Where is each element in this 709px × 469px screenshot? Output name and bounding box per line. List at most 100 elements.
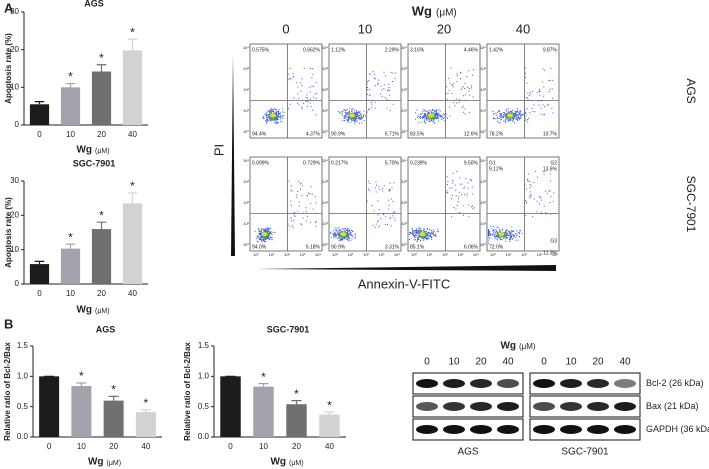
- quadrant-percent: 9.50%: [464, 160, 479, 166]
- blot-band: [614, 379, 636, 388]
- flow-axis-tick: 10¹: [243, 108, 249, 113]
- flow-axis-tick: 10⁰: [411, 252, 417, 257]
- event-peak: [261, 232, 268, 237]
- bar: [91, 229, 112, 284]
- y-tick-label: 1.5: [17, 341, 29, 350]
- flow-axis-tick: 10⁴: [243, 45, 249, 50]
- bar: [122, 203, 143, 284]
- quadrant-percent: 90.9%: [331, 244, 346, 250]
- y-tick-label: 1.0: [17, 371, 29, 380]
- flow-axis-tick: 10⁴: [480, 158, 486, 163]
- x-tick-label: 10: [259, 442, 268, 451]
- quadrant-percent: 11.3%: [543, 250, 557, 256]
- error-bar: [258, 383, 269, 387]
- x-axis-label: Wg: [76, 145, 92, 156]
- bar: [39, 376, 60, 437]
- blot-protein-label: Bax (21 kDa): [646, 401, 699, 411]
- flow-axis-tick: 10¹: [401, 221, 407, 226]
- blot-lane-label: 40: [619, 357, 631, 368]
- y-tick-label: 1.0: [198, 371, 210, 380]
- y-tick-label: 30: [10, 7, 19, 16]
- flow-header: Wg: [412, 3, 432, 18]
- flow-axis-tick: 10³: [458, 252, 464, 257]
- quadrant-percent: 13.6%: [543, 166, 558, 172]
- flow-axis-tick: 10⁰: [401, 129, 407, 134]
- bar: [135, 412, 156, 437]
- gate-label: G3: [550, 238, 557, 244]
- x-tick-label: 10: [66, 130, 75, 139]
- flow-axis-tick: 10⁴: [401, 158, 407, 163]
- quadrant-percent: 6.06%: [464, 244, 479, 250]
- blot-band: [443, 425, 465, 434]
- quadrant-percent: 72.0%: [489, 244, 504, 250]
- quadrant-percent: 0.729%: [303, 160, 321, 166]
- blot-band: [614, 402, 636, 411]
- significance-marker: *: [68, 230, 73, 244]
- bar: [29, 104, 50, 125]
- error-bar: [65, 243, 76, 249]
- blot-lane-label: 0: [424, 357, 430, 368]
- quadrant-percent: 12.6%: [464, 131, 479, 137]
- y-tick-label: 0.0: [17, 432, 29, 441]
- x-axis-label: Wg: [88, 457, 104, 468]
- error-bar: [127, 38, 138, 51]
- gate-label: G2: [550, 160, 557, 166]
- error-bar: [96, 221, 107, 230]
- event-cloud: [330, 180, 396, 242]
- event-peak: [270, 113, 277, 118]
- flow-axis-tick: 10¹: [427, 252, 433, 257]
- event-peak: [428, 113, 435, 118]
- blot-band: [587, 402, 609, 411]
- flow-axis-tick: 10⁰: [490, 252, 496, 257]
- blot-lane-label: 40: [502, 357, 514, 368]
- event-cloud: [338, 71, 397, 125]
- blot-band: [587, 379, 609, 388]
- chart-title: SGC-7901: [73, 158, 116, 168]
- blot-lane-label: 20: [592, 357, 604, 368]
- flow-axis-tick: 10³: [401, 66, 407, 71]
- flow-axis-tick: 10³: [401, 179, 407, 184]
- x-tick-label: 0: [228, 442, 233, 451]
- x-tick-label: 40: [325, 442, 334, 451]
- flow-axis-tick: 10⁴: [322, 45, 328, 50]
- event-peak: [349, 113, 356, 118]
- event-peak: [507, 113, 514, 118]
- chart-title: AGS: [84, 0, 104, 8]
- quadrant-percent: 3.31%: [385, 244, 400, 250]
- x-tick-label: 20: [292, 442, 301, 451]
- quadrant-percent: 2.29%: [385, 47, 400, 53]
- significance-marker: *: [99, 51, 104, 65]
- bar: [319, 414, 340, 437]
- significance-marker: *: [111, 383, 116, 397]
- flow-plot-frame: [249, 43, 323, 139]
- blot-lane-label: 10: [565, 357, 577, 368]
- flow-column-label: 40: [516, 21, 530, 36]
- blot-strip: [529, 372, 641, 395]
- flow-plot-frame: [486, 43, 560, 139]
- quadrant-percent: 90.9%: [331, 131, 346, 137]
- x-axis-label: Wg: [270, 457, 286, 468]
- quadrant-percent: 9.87%: [543, 47, 558, 53]
- quadrant-percent: 5.71%: [385, 131, 400, 137]
- y-tick-label: 0.0: [198, 432, 210, 441]
- event-peak: [419, 232, 426, 237]
- significance-marker: *: [327, 398, 332, 412]
- error-bar: [324, 411, 335, 415]
- x-axis-label: Wg: [76, 305, 92, 316]
- chart-title: SGC-7901: [267, 324, 310, 334]
- flow-axis-tick: 10¹: [322, 221, 328, 226]
- flow-axis-tick: 10⁴: [401, 45, 407, 50]
- flow-row-label: SGC-7901: [684, 176, 698, 233]
- significance-marker: *: [99, 208, 104, 222]
- blot-strip: [412, 395, 524, 418]
- flow-axis-tick: 10²: [284, 252, 290, 257]
- flow-axis-tick: 10¹: [480, 108, 486, 113]
- error-bar: [65, 82, 76, 88]
- quadrant-percent: 1.12%: [331, 47, 346, 53]
- flow-axis-tick: 10⁰: [401, 242, 407, 247]
- blot-lane-label: 10: [448, 357, 460, 368]
- significance-marker: *: [144, 396, 149, 410]
- quadrant-percent: 0.217%: [331, 160, 349, 166]
- event-cloud: [409, 171, 475, 242]
